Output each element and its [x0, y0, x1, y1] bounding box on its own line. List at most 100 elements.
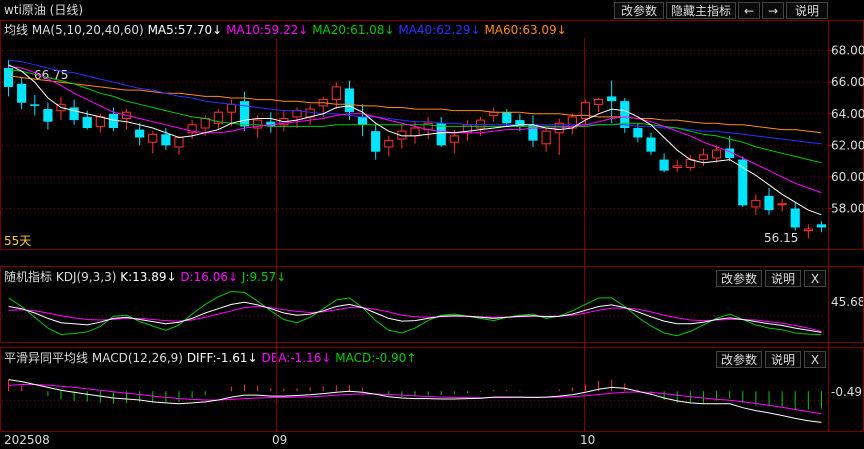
kdj-legend: 随机指标 KDJ(9,3,3) K:13.89↓ D:16.06↓ J:9.57…	[4, 268, 286, 286]
kdj-panel-frame	[0, 266, 864, 343]
ma40-line	[8, 59, 822, 145]
y-tick-label: 58.00	[831, 202, 864, 216]
candle-body	[436, 123, 446, 146]
candle-body	[659, 159, 669, 171]
kdj-axis-label: 45.68	[831, 295, 864, 309]
macd-panel-frame	[0, 347, 864, 432]
candle-body	[397, 130, 407, 140]
candle-body	[174, 136, 184, 148]
ma-legend-prefix: 均线	[4, 23, 29, 37]
macd-macd-value: MACD:-0.90↑	[335, 351, 417, 365]
main-panel-frame	[0, 20, 864, 250]
candle-body	[371, 131, 381, 152]
candle-body	[135, 129, 145, 138]
y-tick-label: 60.00	[831, 170, 864, 184]
candle-body	[239, 101, 250, 127]
arrow-right-icon[interactable]: →	[762, 2, 784, 19]
macd-diff-line	[8, 379, 822, 423]
kdj-params: KDJ(9,3,3)	[55, 270, 117, 284]
candle-body	[711, 149, 722, 159]
ma20-value: MA20:61.08↓	[312, 23, 395, 37]
candle-body	[672, 165, 682, 168]
macd-help-button[interactable]: 说明	[765, 351, 801, 368]
candle-body	[357, 116, 368, 125]
kdj-d-line	[8, 305, 822, 332]
macd-legend: 平滑异同平均线 MACD(12,26,9) DIFF:-1.61↓ DEA:-1…	[4, 349, 416, 367]
candle-body	[148, 133, 158, 143]
candle-body	[344, 88, 355, 113]
candle-body	[633, 128, 643, 138]
ma20-line	[8, 69, 822, 164]
ma-legend-params: MA(5,10,20,40,60)	[31, 23, 144, 37]
candle-body	[213, 111, 223, 124]
ma60-line	[8, 75, 822, 134]
ma5-line	[8, 64, 822, 216]
kdj-k-line	[8, 301, 822, 333]
low-price-label: 56.15	[764, 231, 799, 245]
kdj-edit-params-button[interactable]: 改参数	[716, 270, 762, 287]
candle-body	[541, 130, 551, 145]
ma10-value: MA10:59.22↓	[226, 23, 309, 37]
macd-diff-value: DIFF:-1.61↓	[186, 351, 258, 365]
ma5-value: MA5:57.70↓	[147, 23, 223, 37]
kdj-d-value: D:16.06↓	[180, 270, 239, 284]
candle-body	[200, 118, 210, 129]
candle-body	[266, 121, 276, 127]
candle-body	[528, 124, 538, 141]
candle-body	[816, 224, 827, 228]
candle-body	[82, 116, 92, 128]
candle-body	[738, 159, 748, 206]
candle-body	[475, 119, 486, 129]
candle-body	[725, 148, 735, 158]
candle-body	[95, 116, 105, 127]
candle-body	[620, 101, 630, 128]
kdj-k-value: K:13.89↓	[120, 270, 177, 284]
candle-body	[751, 200, 761, 208]
arrow-left-icon[interactable]: ←	[738, 2, 760, 19]
x-label-aug: 202508	[4, 433, 50, 447]
candle-body	[384, 140, 394, 148]
ma-legend: 均线 MA(5,10,20,40,60) MA5:57.70↓ MA10:59.…	[4, 21, 567, 39]
edit-params-button[interactable]: 改参数	[614, 2, 664, 19]
ma10-line	[8, 65, 822, 194]
candle-body	[17, 83, 27, 103]
candle-body	[646, 137, 656, 152]
days-count-label: 55天	[4, 234, 32, 248]
candle-body	[226, 103, 237, 113]
candle-body	[331, 86, 341, 101]
macd-dea-value: DEA:-1.16↓	[261, 351, 332, 365]
x-label-oct: 10	[580, 433, 596, 447]
macd-params: MACD(12,26,9)	[91, 351, 183, 365]
help-button[interactable]: 说明	[786, 2, 828, 19]
candle-body	[764, 195, 774, 211]
macd-dea-line	[8, 384, 822, 415]
y-tick-label: 62.00	[831, 138, 864, 152]
y-tick-label: 64.00	[831, 107, 864, 121]
hide-main-indicator-button[interactable]: 隐藏主指标	[666, 2, 736, 19]
macd-name: 平滑异同平均线	[4, 351, 89, 365]
candle-body	[253, 119, 263, 129]
candle-body	[803, 228, 813, 232]
macd-axis-label: -0.49	[831, 385, 863, 399]
kdj-j-line	[8, 290, 822, 337]
candle-body	[698, 154, 709, 161]
kdj-help-button[interactable]: 说明	[765, 270, 801, 287]
candle-body	[292, 110, 302, 118]
candle-body	[593, 99, 604, 105]
candle-body	[580, 102, 591, 120]
kdj-j-value: J:9.57↓	[241, 270, 287, 284]
candle-body	[502, 112, 512, 124]
candle-body	[69, 107, 79, 121]
y-tick-label: 68.00	[831, 44, 864, 58]
kdj-close-button[interactable]: X	[804, 270, 826, 287]
candle-body	[449, 135, 459, 143]
chart-title: wti原油 (日线)	[4, 3, 84, 17]
macd-close-button[interactable]: X	[804, 351, 826, 368]
candle-body	[161, 134, 171, 146]
candle-body	[607, 96, 617, 102]
y-tick-label: 66.00	[831, 75, 864, 89]
ma60-value: MA60:63.09↓	[484, 23, 567, 37]
candle-body	[777, 203, 787, 206]
macd-edit-params-button[interactable]: 改参数	[716, 351, 762, 368]
